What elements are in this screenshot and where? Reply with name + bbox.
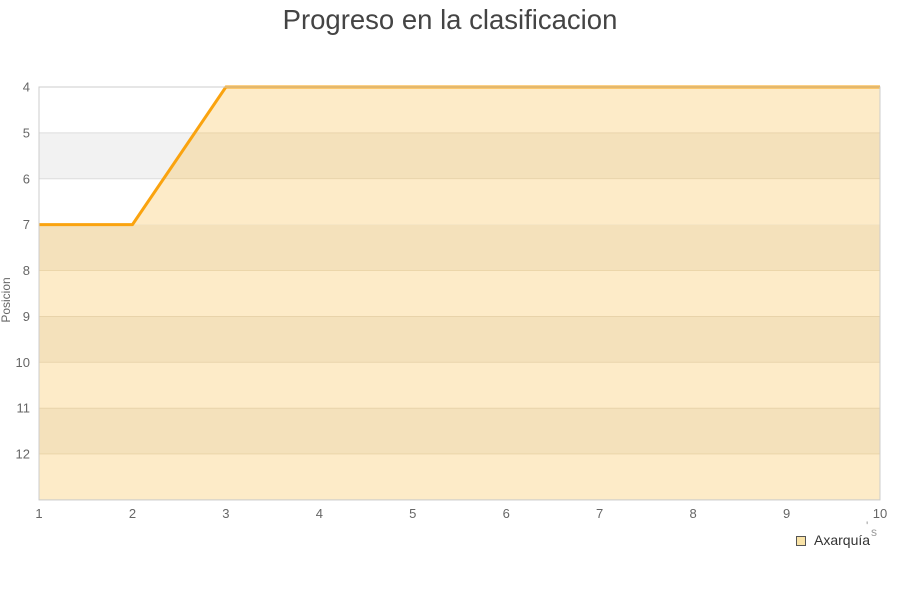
svg-text:9: 9 [783, 506, 790, 521]
svg-text:8: 8 [23, 263, 30, 278]
svg-text:7: 7 [23, 217, 30, 232]
svg-text:10: 10 [16, 355, 30, 370]
svg-text:11: 11 [17, 401, 31, 416]
svg-text:4: 4 [316, 506, 323, 521]
svg-text:6: 6 [23, 171, 30, 186]
svg-text:6: 6 [503, 506, 510, 521]
svg-text:3: 3 [222, 506, 229, 521]
svg-text:9: 9 [23, 309, 30, 324]
svg-text:10: 10 [873, 506, 887, 521]
svg-text:1: 1 [35, 506, 42, 521]
svg-text:7: 7 [596, 506, 603, 521]
svg-text:5: 5 [409, 506, 416, 521]
svg-text:8: 8 [689, 506, 696, 521]
svg-text:12: 12 [16, 447, 30, 462]
svg-text:5: 5 [23, 125, 30, 140]
svg-text:4: 4 [23, 80, 30, 95]
svg-text:2: 2 [129, 506, 136, 521]
